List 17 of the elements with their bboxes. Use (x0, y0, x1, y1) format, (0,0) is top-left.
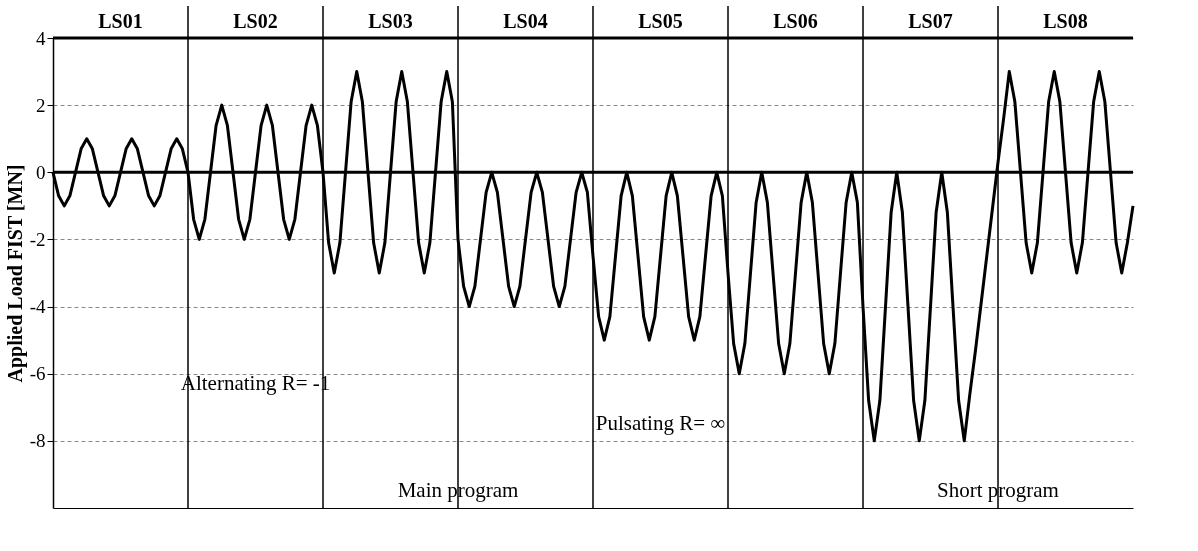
annotation: Pulsating R= ∞ (595, 411, 726, 436)
text: LS04 (503, 10, 548, 32)
y-tick-label: -6 (29, 363, 46, 385)
y-tick-label: -2 (29, 228, 46, 250)
text: LS02 (233, 10, 278, 32)
y-tick-label: 4 (36, 27, 46, 49)
text: LS01 (98, 10, 143, 32)
y-tick-label: -4 (29, 296, 46, 318)
y-axis-title: Applied Load FIST [MN] (3, 164, 27, 383)
y-tick-label: 0 (36, 161, 46, 183)
text: LS08 (1043, 10, 1088, 32)
text: LS06 (773, 10, 818, 32)
text: LS05 (638, 10, 683, 32)
y-tick-label: -8 (29, 430, 46, 452)
text: LS03 (368, 10, 413, 32)
text: LS07 (908, 10, 953, 32)
y-tick-label: 2 (36, 94, 46, 116)
